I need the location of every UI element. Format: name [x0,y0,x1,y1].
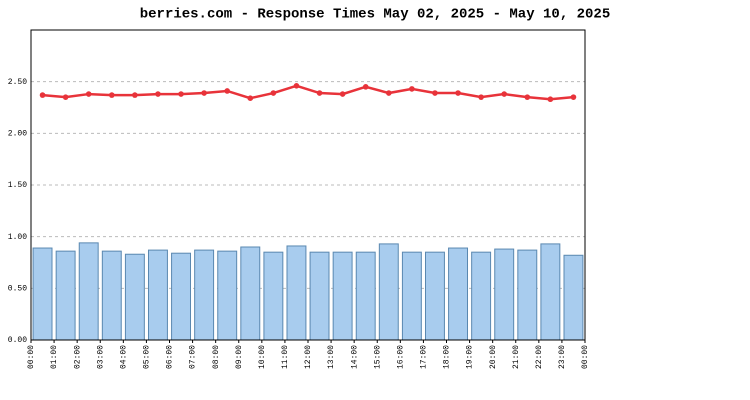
x-tick-label: 04:00 [119,345,128,369]
x-tick-label: 17:00 [420,345,429,369]
bar [240,246,261,341]
x-tick-label: 06:00 [166,345,175,369]
bar [378,243,399,341]
bar [471,251,492,341]
x-tick-label: 20:00 [489,345,498,369]
line-marker [224,88,231,94]
line [42,84,574,101]
y-tick-label: 1.00 [8,233,27,242]
bar [540,243,561,341]
x-tick-label: 18:00 [443,345,452,369]
x-tick-label: 22:00 [535,345,544,369]
bar [217,250,238,341]
bar [101,250,122,341]
x-tick-label: 21:00 [512,345,521,369]
line-marker [108,92,115,98]
line-marker [501,91,508,97]
bar [32,247,53,341]
bar [401,251,422,341]
x-tick-label: 23:00 [558,345,567,369]
line-marker [409,86,415,92]
bar [563,254,584,341]
x-tick-label: 00:00 [581,345,590,369]
bar [517,249,538,341]
chart-title: berries.com - Response Times May 02, 202… [140,7,610,23]
x-tick-label: 19:00 [466,345,475,369]
line-marker [478,94,484,100]
line-marker [316,90,323,96]
bar [448,247,469,341]
line-marker [547,96,554,103]
line-marker [293,83,300,89]
line-marker [85,91,92,97]
x-tick-label: 05:00 [143,345,152,369]
x-tick-label: 03:00 [96,345,105,369]
line-marker [247,95,254,101]
x-tick-label: 00:00 [27,345,36,369]
y-tick-label: 0.00 [8,336,27,345]
line-marker [39,92,46,98]
line-marker [570,94,577,100]
bar [332,251,353,341]
y-tick-label: 2.00 [8,129,27,138]
y-tick-label: 1.50 [8,181,27,190]
x-tick-label: 13:00 [327,345,336,369]
line-marker [455,90,461,96]
line-marker [524,94,531,100]
plot-border [30,29,586,341]
bar [124,253,145,341]
bar [494,248,515,341]
x-tick-label: 15:00 [373,345,382,369]
x-tick-label: 10:00 [258,345,267,369]
x-tick-label: 01:00 [50,345,59,369]
x-tick-label: 11:00 [281,345,290,369]
y-tick-label: 2.50 [8,78,27,87]
line-marker [155,91,161,97]
bar [194,249,215,341]
bar [78,242,99,341]
y-tick-label: 0.50 [8,284,27,293]
line-marker [132,92,138,98]
x-tick-label: 14:00 [350,345,359,369]
line-marker [178,91,184,97]
x-tick-label: 09:00 [235,345,244,369]
bar [147,249,168,341]
bar [171,252,192,341]
bar [424,251,445,341]
bar [263,251,284,341]
line-marker [362,84,369,90]
bar [355,251,376,341]
bar [286,245,307,341]
x-tick-label: 16:00 [396,345,405,369]
bar [309,251,330,341]
line-marker [432,90,438,96]
x-tick-label: 02:00 [73,345,82,369]
x-tick-label: 08:00 [212,345,221,369]
x-tick-label: 12:00 [304,345,313,369]
line-marker [201,90,207,96]
line-marker [385,90,392,96]
line-marker [339,91,346,97]
line-marker [270,90,277,96]
x-tick-label: 07:00 [189,345,198,369]
bar [55,250,76,341]
line-marker [62,94,69,100]
